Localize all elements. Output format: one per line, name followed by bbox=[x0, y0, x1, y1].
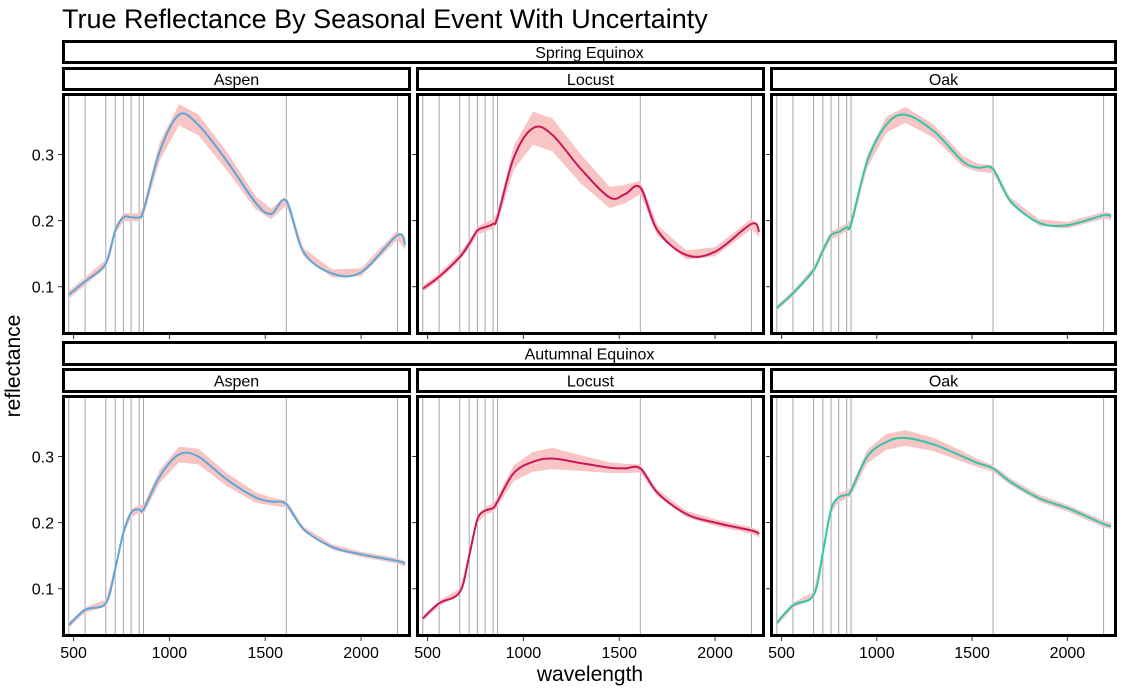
y-tick-label: 0.3 bbox=[32, 148, 54, 165]
y-tick-label: 0.3 bbox=[32, 450, 54, 467]
panel-autumnal-equinox-aspen: 0.1 0.2 0.3 500 1000 1500 2000 bbox=[32, 395, 411, 662]
column-strip-label: Locust bbox=[567, 374, 615, 391]
column-strip-autumnal-equinox-locust bbox=[416, 368, 765, 393]
x-tick-label: 2000 bbox=[343, 645, 379, 662]
uncertainty-ribbon bbox=[422, 111, 760, 292]
x-tick-label: 1500 bbox=[247, 645, 283, 662]
panel-autumnal-equinox-oak: 500 1000 1500 2000 bbox=[766, 395, 1117, 662]
x-tick-label: 1000 bbox=[152, 645, 188, 662]
y-tick-label: 0.1 bbox=[32, 582, 54, 599]
series-line-oak bbox=[776, 113, 1112, 309]
column-strip-autumnal-equinox-aspen bbox=[62, 368, 411, 393]
chart-title: True Reflectance By Seasonal Event With … bbox=[62, 4, 708, 34]
x-tick-label: 500 bbox=[768, 645, 795, 662]
column-strip-label: Aspen bbox=[214, 72, 259, 89]
x-tick-label: 500 bbox=[60, 645, 87, 662]
series-line-aspen bbox=[68, 112, 407, 296]
panel-border bbox=[62, 93, 411, 335]
column-strip-label: Locust bbox=[567, 72, 615, 89]
x-tick-label: 2000 bbox=[1050, 645, 1086, 662]
y-tick-label: 0.2 bbox=[32, 214, 54, 231]
panel-spring-equinox-oak bbox=[766, 93, 1117, 339]
panel-border bbox=[770, 395, 1117, 637]
series-line-aspen bbox=[68, 451, 406, 626]
series-line-oak bbox=[776, 436, 1112, 624]
row-strip-label: Spring Equinox bbox=[535, 45, 644, 62]
row-strip-autumnal-equinox bbox=[62, 341, 1117, 366]
x-axis-title: wavelength bbox=[536, 663, 643, 686]
column-strip-autumnal-equinox-oak bbox=[770, 368, 1117, 393]
panel-border bbox=[62, 395, 411, 637]
uncertainty-ribbon bbox=[68, 446, 406, 628]
column-strip-spring-equinox-aspen bbox=[62, 67, 411, 91]
column-strip-label: Oak bbox=[929, 72, 959, 89]
y-tick-label: 0.2 bbox=[32, 516, 54, 533]
uncertainty-ribbon bbox=[776, 106, 1112, 311]
panel-spring-equinox-aspen: 0.1 0.2 0.3 bbox=[32, 93, 411, 339]
x-tick-label: 1000 bbox=[859, 645, 895, 662]
column-strip-label: Aspen bbox=[214, 374, 259, 391]
column-strip-spring-equinox-locust bbox=[416, 67, 765, 91]
column-strip-label: Oak bbox=[929, 374, 959, 391]
uncertainty-ribbon bbox=[68, 104, 406, 299]
uncertainty-ribbon bbox=[422, 447, 760, 622]
x-tick-label: 500 bbox=[414, 645, 441, 662]
x-tick-label: 1500 bbox=[954, 645, 990, 662]
series-line-locust bbox=[422, 125, 761, 290]
x-tick-label: 1500 bbox=[601, 645, 637, 662]
series-line-locust bbox=[422, 457, 760, 620]
panel-border bbox=[416, 395, 765, 637]
panel-autumnal-equinox-locust: 500 1000 1500 2000 bbox=[412, 395, 765, 662]
row-strip-label: Autumnal Equinox bbox=[525, 347, 655, 364]
x-tick-label: 1000 bbox=[506, 645, 542, 662]
x-tick-label: 2000 bbox=[697, 645, 733, 662]
y-axis-title: reflectance bbox=[2, 315, 25, 418]
row-strip-spring-equinox bbox=[62, 40, 1117, 64]
panel-border bbox=[770, 93, 1117, 335]
panel-spring-equinox-locust bbox=[412, 93, 765, 339]
column-strip-spring-equinox-oak bbox=[770, 67, 1117, 91]
y-tick-label: 0.1 bbox=[32, 280, 54, 297]
panel-border bbox=[416, 93, 765, 335]
